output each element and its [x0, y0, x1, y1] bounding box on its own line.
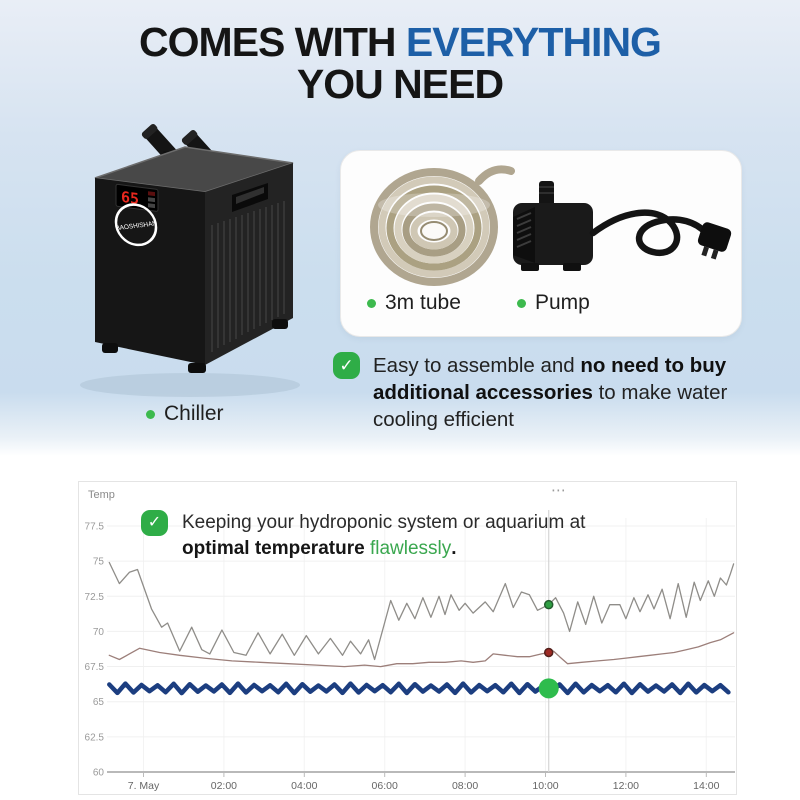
chart-note-period: .	[451, 538, 457, 560]
power-plug-icon	[697, 222, 732, 260]
chart-panel: Temp ⋯ 7. May 02:00 04:00 06:00 08:00 10:00 12…	[78, 481, 737, 795]
handle-cutout	[232, 183, 268, 212]
svg-text:65: 65	[121, 188, 139, 208]
tube-image	[370, 165, 515, 286]
svg-text:62.5: 62.5	[85, 732, 105, 743]
green-bullet-icon	[367, 298, 376, 308]
svg-text:04:00: 04:00	[291, 780, 317, 792]
check-icon: ✓	[141, 510, 168, 536]
svg-text:12:00: 12:00	[613, 780, 639, 792]
svg-text:70: 70	[93, 627, 105, 638]
chart-note-prefix: Keeping your hydroponic system or aquari…	[182, 512, 586, 533]
svg-text:02:00: 02:00	[211, 780, 237, 792]
vent-grille	[211, 201, 285, 352]
title-part1: COMES WITH	[139, 19, 406, 65]
svg-text:08:00: 08:00	[452, 780, 478, 792]
svg-text:7. May: 7. May	[128, 780, 160, 792]
svg-text:10:00: 10:00	[532, 780, 558, 792]
tube-label: 3m tube	[385, 291, 461, 314]
chart-title: Temp	[88, 489, 115, 501]
page-title: COMES WITH EVERYTHING YOU NEED	[0, 19, 800, 107]
temperature-chart: 7. May 02:00 04:00 06:00 08:00 10:00 12:00 14:0…	[85, 510, 735, 792]
more-menu-icon[interactable]: ⋯	[551, 482, 567, 499]
svg-text:77.5: 77.5	[85, 521, 105, 532]
svg-text:65: 65	[93, 697, 105, 708]
svg-text:06:00: 06:00	[372, 780, 398, 792]
pump-label: Pump	[535, 291, 590, 314]
chart-note: ✓ Keeping your hydroponic system or aqua…	[141, 510, 614, 562]
note-prefix: Easy to assemble and	[373, 354, 581, 377]
svg-text:67.5: 67.5	[85, 662, 105, 673]
green-bullet-icon	[517, 298, 526, 308]
title-highlight: EVERYTHING	[405, 19, 662, 65]
green-bullet-icon	[146, 409, 155, 419]
assembly-note: ✓ Easy to assemble and no need to buy ad…	[333, 352, 743, 433]
svg-text:75: 75	[93, 557, 105, 568]
check-icon: ✓	[333, 352, 360, 379]
note-bold: no need to buy additional accessories	[373, 354, 727, 405]
pump-label-row: Pump	[517, 291, 590, 315]
chart-note-highlight: flawlessly	[369, 538, 452, 560]
svg-text:14:00: 14:00	[693, 780, 719, 792]
pump-image	[513, 181, 732, 271]
svg-text:60: 60	[93, 768, 105, 779]
note-suffix: to make water cooling efficient	[373, 381, 728, 432]
chart-note-bold: optimal temperature	[182, 538, 370, 560]
title-line2: YOU NEED	[296, 60, 504, 107]
tube-label-row: 3m tube	[367, 291, 461, 315]
chiller-label-row: Chiller	[146, 402, 224, 426]
chiller-label: Chiller	[164, 402, 224, 425]
accessories-card: 3m tube Pump	[340, 150, 742, 337]
hero-section: COMES WITH EVERYTHING YOU NEED	[0, 0, 800, 456]
svg-text:72.5: 72.5	[85, 592, 105, 603]
chiller-image: 65 BAOSHISHAN	[80, 123, 300, 397]
